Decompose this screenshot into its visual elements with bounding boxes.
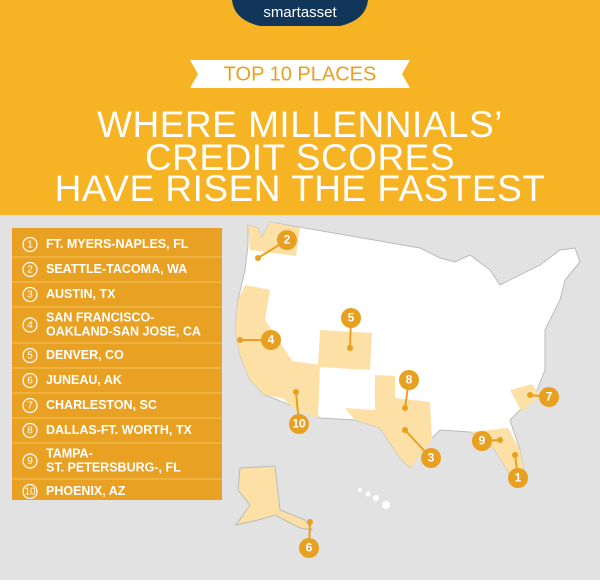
marker [261, 330, 281, 350]
rank: 6 [27, 376, 33, 387]
place-name: DALLAS-FT. WORTH, TX [46, 423, 192, 437]
marker-dot [402, 405, 408, 411]
rank-circle [22, 422, 38, 439]
marker-dot [293, 389, 299, 395]
rank-circle [22, 372, 38, 389]
rank-circle [22, 347, 38, 364]
marker-dot [237, 337, 243, 343]
rank: 9 [27, 456, 33, 467]
rank: 10 [24, 487, 36, 498]
marker-dot [497, 437, 503, 443]
state-sc [510, 384, 540, 412]
title-line: CREDIT SCORES [145, 137, 455, 178]
rank: 8 [27, 426, 33, 437]
state-az [280, 360, 320, 418]
marker-label: 2 [284, 233, 291, 247]
marker-label: 5 [348, 311, 355, 325]
title-line: HAVE RISEN THE FASTEST [55, 168, 546, 209]
place-name: SAN FRANCISCO- [46, 310, 154, 324]
header-band [0, 0, 600, 215]
banner [190, 60, 410, 88]
place-name: TAMPA- [46, 446, 93, 460]
place-name: CHARLESTON, SC [46, 398, 157, 412]
state-fl [470, 428, 525, 478]
banner-text: TOP 10 PLACES [224, 63, 377, 85]
marker-label: 8 [406, 373, 413, 387]
marker [277, 230, 297, 250]
state-hi [358, 488, 390, 509]
rank-circle [22, 286, 38, 303]
marker [421, 448, 441, 468]
title-line: WHERE MILLENNIALS’ [97, 104, 503, 145]
marker-dot [347, 345, 353, 351]
rank-circle [22, 317, 38, 333]
marker [289, 414, 309, 434]
place-name: PHOENIX, AZ [46, 484, 126, 498]
marker [399, 370, 419, 390]
place-name: ST. PETERSBURG-, FL [46, 460, 181, 474]
rank: 4 [27, 320, 33, 331]
rank: 1 [27, 240, 33, 251]
rank-circle [22, 483, 38, 500]
place-name: DENVER, CO [46, 348, 124, 362]
rank-circle [22, 261, 38, 278]
marker-label: 4 [268, 333, 275, 347]
marker-label: 3 [428, 451, 435, 465]
marker-dot [527, 392, 533, 398]
place-name: JUNEAU, AK [46, 373, 122, 387]
state-co [318, 330, 372, 370]
marker-label: 10 [292, 417, 306, 431]
rank: 3 [27, 290, 33, 301]
state-ak [234, 465, 314, 531]
state-tx [345, 375, 432, 468]
marker [299, 538, 319, 558]
place-name: AUSTIN, TX [46, 287, 116, 301]
rank: 7 [27, 401, 33, 412]
marker-dot [512, 452, 518, 458]
rank: 5 [27, 351, 33, 362]
marker-label: 7 [546, 390, 553, 404]
rank-circle [22, 453, 38, 469]
marker-label: 9 [479, 434, 486, 448]
marker [472, 431, 492, 451]
place-name: FT. MYERS-NAPLES, FL [46, 237, 189, 251]
marker [508, 468, 528, 488]
marker-dot [402, 427, 408, 433]
rank-circle [22, 236, 38, 253]
place-name: OAKLAND-SAN JOSE, CA [46, 324, 201, 338]
place-name: SEATTLE-TACOMA, WA [46, 262, 187, 276]
marker [341, 308, 361, 328]
marker-label: 1 [515, 471, 522, 485]
marker-dot [255, 255, 261, 261]
rank-circle [22, 397, 38, 414]
rank: 2 [27, 265, 33, 276]
marker [539, 387, 559, 407]
logo: smartasset [263, 4, 337, 21]
list-panel [12, 228, 222, 500]
marker-dot [307, 519, 313, 525]
marker-label: 6 [306, 541, 313, 555]
logo-badge [232, 0, 368, 26]
